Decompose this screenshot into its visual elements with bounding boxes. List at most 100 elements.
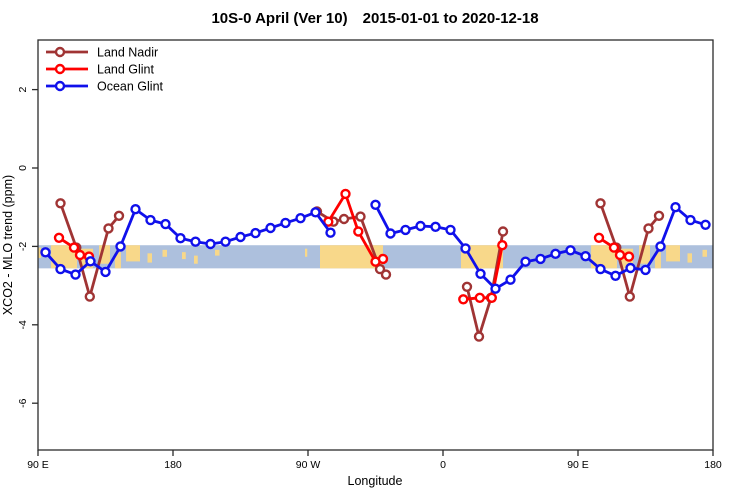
- data-point-ocean-glint: [445, 224, 456, 236]
- data-point-land-nadir: [338, 213, 350, 225]
- chart-title: 10S-0 April (Ver 10) 2015-01-01 to 2020-…: [211, 10, 538, 27]
- data-point-ocean-glint: [310, 207, 321, 218]
- data-point-land-glint: [68, 242, 80, 253]
- land-patch: [687, 253, 692, 263]
- data-point-land-nadir: [55, 198, 66, 209]
- data-point-ocean-glint: [220, 236, 231, 247]
- data-point-ocean-glint: [415, 220, 426, 232]
- data-point-land-glint: [74, 249, 86, 261]
- data-point-land-nadir: [653, 210, 665, 222]
- data-point-land-glint: [608, 242, 620, 253]
- data-point-ocean-glint: [400, 224, 411, 236]
- x-tick-label: 180: [164, 459, 182, 471]
- x-tick-label: 180: [704, 459, 722, 471]
- data-point-ocean-glint: [295, 212, 306, 224]
- data-point-land-nadir: [355, 211, 366, 222]
- data-point-land-nadir: [595, 198, 606, 209]
- data-point-land-nadir: [624, 291, 635, 302]
- data-point-ocean-glint: [205, 238, 216, 250]
- legend-label: Land Nadir: [97, 46, 158, 60]
- land-patch: [38, 247, 41, 258]
- data-point-land-glint: [614, 249, 626, 261]
- data-point-ocean-glint: [685, 214, 696, 226]
- data-point-ocean-glint: [430, 221, 441, 233]
- land-patch: [114, 252, 121, 269]
- data-point-ocean-glint: [70, 269, 81, 280]
- data-point-land-nadir: [374, 263, 386, 275]
- data-point-ocean-glint: [40, 247, 51, 258]
- data-point-ocean-glint: [280, 217, 291, 229]
- data-point-land-nadir: [380, 269, 392, 280]
- land-patch: [702, 249, 707, 257]
- legend-item-land-nadir: Land Nadir: [46, 46, 158, 60]
- land-patch: [215, 249, 220, 256]
- data-point-ocean-glint: [175, 232, 186, 244]
- data-point-ocean-glint: [55, 263, 66, 275]
- data-point-ocean-glint: [520, 256, 531, 267]
- data-point-land-glint: [474, 292, 485, 303]
- legend-marker-swatch: [54, 63, 66, 75]
- data-point-land-glint: [593, 232, 605, 244]
- land-patch: [639, 245, 650, 264]
- legend-marker-swatch: [54, 80, 66, 92]
- data-point-ocean-glint: [700, 219, 711, 231]
- y-axis-label: XCO2 - MLO trend (ppm): [1, 175, 15, 315]
- data-point-land-glint: [486, 292, 497, 303]
- data-point-ocean-glint: [640, 264, 651, 276]
- y-tick-label: -2: [17, 242, 29, 251]
- data-point-ocean-glint: [100, 266, 111, 278]
- land-patch: [126, 245, 140, 262]
- data-point-ocean-glint: [115, 241, 126, 252]
- data-point-land-nadir: [497, 226, 509, 237]
- data-point-ocean-glint: [535, 253, 546, 265]
- land-patch: [194, 255, 198, 264]
- legend-item-land-glint: Land Glint: [46, 63, 155, 77]
- data-point-ocean-glint: [550, 248, 561, 260]
- data-point-ocean-glint: [190, 236, 201, 247]
- data-point-ocean-glint: [370, 199, 381, 211]
- data-point-ocean-glint: [265, 222, 276, 234]
- data-point-ocean-glint: [385, 228, 396, 239]
- data-point-land-nadir: [461, 281, 473, 292]
- y-tick-label: -6: [17, 398, 29, 407]
- x-tick-label: 90 E: [567, 459, 589, 471]
- x-axis-label: Longitude: [348, 474, 403, 488]
- data-point-ocean-glint: [490, 283, 501, 294]
- data-point-land-glint: [497, 239, 508, 251]
- data-point-land-glint: [353, 226, 364, 237]
- land-patch: [666, 245, 680, 262]
- land-patch: [305, 248, 308, 257]
- y-tick-label: 2: [17, 87, 29, 93]
- data-point-ocean-glint: [460, 243, 471, 254]
- land-patch: [182, 252, 186, 260]
- data-point-ocean-glint: [610, 270, 621, 281]
- series-layer: [40, 188, 711, 342]
- data-point-ocean-glint: [505, 274, 516, 285]
- data-point-ocean-glint: [670, 201, 681, 213]
- data-point-ocean-glint: [565, 245, 576, 256]
- data-point-land-nadir: [643, 223, 654, 234]
- y-tick-label: 0: [17, 165, 29, 171]
- data-point-ocean-glint: [160, 218, 171, 230]
- legend-marker-swatch: [54, 46, 66, 58]
- land-patch: [320, 245, 383, 269]
- legend-item-ocean-glint: Ocean Glint: [46, 80, 164, 94]
- legend-label: Ocean Glint: [97, 80, 164, 94]
- x-tick-label: 0: [440, 459, 446, 471]
- data-point-ocean-glint: [580, 251, 591, 262]
- land-patch: [654, 252, 661, 269]
- data-point-land-glint: [377, 253, 389, 265]
- data-point-ocean-glint: [235, 231, 246, 243]
- data-point-ocean-glint: [655, 241, 666, 252]
- data-point-land-glint: [53, 232, 65, 244]
- land-patch: [147, 253, 152, 263]
- data-point-ocean-glint: [595, 263, 606, 275]
- data-point-land-glint: [623, 251, 635, 262]
- series-line-land-glint: [463, 244, 504, 301]
- series-ocean-glint: [40, 199, 711, 294]
- data-point-land-glint: [340, 188, 351, 200]
- axis-ticks: 90 E 180 90 W 0 90 E 180 2 0 -2 -4 -6: [17, 87, 722, 471]
- plot-border: [37, 39, 714, 451]
